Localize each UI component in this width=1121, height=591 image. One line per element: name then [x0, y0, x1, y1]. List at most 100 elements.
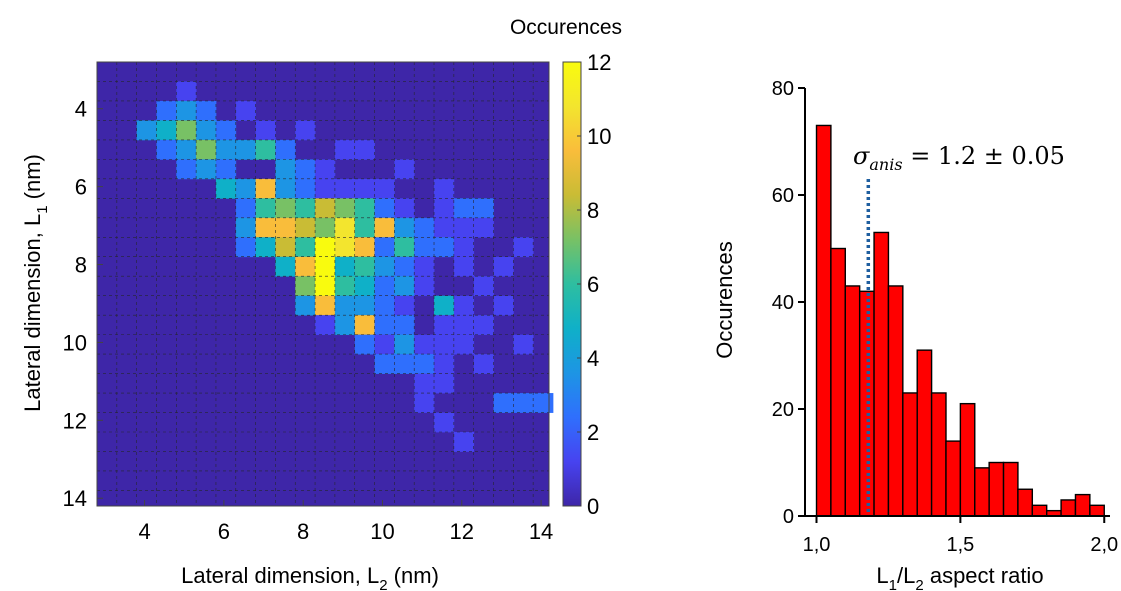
heatmap-cell — [453, 237, 475, 258]
heatmap-cell — [414, 276, 435, 297]
heatmap-cell — [434, 354, 455, 374]
heatmap-cell — [434, 217, 455, 238]
heatmap-cell — [275, 178, 296, 199]
heatmap-cell — [334, 256, 356, 277]
x-tick-label: 6 — [218, 519, 230, 544]
heatmap-cell — [176, 100, 197, 121]
heatmap-cell — [156, 120, 177, 141]
heatmap-cell — [374, 178, 395, 199]
heatmap-cell — [374, 256, 395, 277]
histogram-bar — [1089, 504, 1105, 517]
heatmap-cell — [414, 334, 435, 355]
heatmap-cell — [315, 159, 336, 180]
heatmap-cell — [473, 198, 494, 219]
heatmap-cell — [374, 334, 395, 355]
heatmap-cell — [235, 100, 256, 121]
x-tick-label: 4 — [138, 519, 150, 544]
heatmap-cell — [374, 198, 395, 219]
heatmap-cell — [493, 295, 514, 316]
y-tick-label: 6 — [75, 175, 87, 200]
heatmap-cell — [156, 100, 177, 121]
heatmap-frame — [96, 61, 550, 507]
heatmap-cell — [196, 159, 217, 180]
heatmap-cell — [394, 256, 415, 277]
heatmap-cell — [533, 393, 554, 413]
colorbar-ticks: 0 2 4 6 8 10 12 — [577, 50, 611, 519]
heatmap-cell — [315, 178, 336, 199]
heatmap-cell — [295, 256, 316, 277]
histogram-annotation: σanis = 1.2 ± 0.05 — [853, 142, 1065, 174]
heatmap-cell — [275, 237, 296, 258]
heatmap-cell — [315, 276, 336, 297]
heatmap-cell — [235, 217, 256, 238]
histogram-bar — [1002, 461, 1019, 517]
heatmap-cell — [414, 354, 435, 374]
heatmap-cell — [156, 139, 177, 160]
colorbar: 0 2 4 6 8 10 12 Occurences — [510, 16, 622, 519]
x-tick-label: 14 — [529, 519, 553, 544]
y-tick-label: 12 — [63, 408, 87, 433]
heatmap-cell — [473, 276, 494, 297]
heatmap-cell — [453, 334, 475, 355]
heatmap-cell — [334, 276, 356, 297]
heatmap-cell — [255, 139, 276, 160]
heatmap-cell — [334, 315, 356, 336]
y-tick-label: 10 — [63, 330, 87, 355]
heatmap-cell — [473, 315, 494, 336]
histogram-bar — [1017, 488, 1034, 517]
heatmap-cell — [215, 139, 237, 160]
heatmap-cell — [334, 139, 356, 160]
heatmap-cell — [374, 217, 395, 238]
heatmap-cell — [394, 334, 415, 355]
histogram-chart: 1,0 1,5 2,0 0 20 40 60 80 σanis = 1.2 ± 0.05 O… — [712, 78, 1118, 591]
heatmap-cell — [434, 334, 455, 355]
histogram-bar — [959, 402, 976, 517]
heatmap-cell — [434, 237, 455, 258]
heatmap-cell — [354, 217, 375, 238]
histogram-bar — [974, 467, 990, 517]
heatmap-cell — [255, 178, 276, 199]
heatmap-cell — [354, 139, 375, 160]
histogram-bar — [844, 285, 861, 517]
colorbar-tick-label: 10 — [587, 124, 611, 149]
histogram-bar — [830, 247, 846, 517]
colorbar-title: Occurences — [510, 16, 622, 39]
heatmap-cell — [255, 120, 276, 141]
histogram-y-tick-label: 40 — [772, 292, 794, 314]
histogram-y-ticks: 0 20 40 60 80 — [772, 78, 805, 528]
heatmap-cell — [295, 295, 316, 316]
heatmap-cell — [434, 295, 455, 316]
heatmap-cell — [354, 295, 375, 316]
heatmap-cell — [374, 354, 395, 374]
colorbar-tick-label: 6 — [587, 272, 599, 297]
heatmap-cell — [374, 295, 395, 316]
heatmap-cell — [275, 159, 296, 180]
heatmap-cell — [176, 120, 197, 141]
heatmap-cell — [414, 373, 435, 394]
heatmap-cell — [354, 178, 375, 199]
heatmap-cell — [493, 393, 514, 413]
histogram-bar — [1074, 493, 1091, 517]
heatmap-cell — [354, 315, 375, 336]
heatmap-cell — [374, 276, 395, 297]
heatmap-cell — [315, 295, 336, 316]
histogram-y-tick-label: 0 — [783, 506, 794, 528]
heatmap-cell — [295, 276, 316, 297]
heatmap-cell — [453, 256, 475, 277]
heatmap-cells — [136, 81, 554, 452]
histogram-y-tick-label: 20 — [772, 399, 794, 421]
colorbar-tick-label: 2 — [587, 420, 599, 445]
x-tick-label: 10 — [370, 519, 394, 544]
heatmap-cell — [394, 159, 415, 180]
heatmap-cell — [235, 139, 256, 160]
heatmap-gridlines — [96, 61, 549, 506]
heatmap-cell — [315, 198, 336, 219]
histogram-x-ticks: 1,0 1,5 2,0 — [803, 516, 1118, 556]
heatmap-cell — [255, 237, 276, 258]
heatmap-cell — [176, 81, 197, 102]
heatmap-cell — [315, 237, 336, 258]
heatmap-cell — [394, 315, 415, 336]
histogram-bar — [988, 461, 1005, 517]
histogram-x-tick-label: 1,5 — [946, 534, 974, 556]
